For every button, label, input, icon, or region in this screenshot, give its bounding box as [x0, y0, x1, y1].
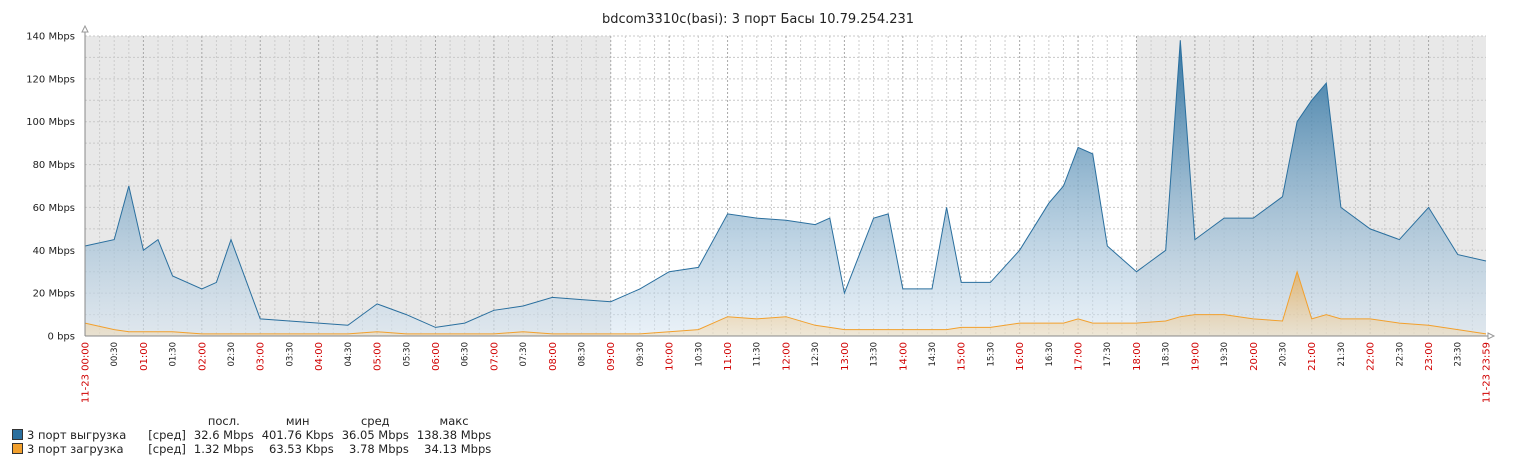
x-tick-label: 21:30: [1337, 342, 1347, 367]
legend-header-max: макс: [439, 414, 469, 428]
x-tick-label: 20:00: [1249, 342, 1260, 371]
legend-min: 401.76 Kbps: [261, 428, 334, 442]
x-tick-label: 19:30: [1220, 342, 1230, 367]
series: [84, 40, 1487, 337]
legend-header-row: посл. мин сред макс: [8, 414, 495, 428]
x-tick-label: 14:00: [898, 342, 909, 371]
x-tick-label: 17:30: [1103, 342, 1113, 367]
legend-series-name: 3 порт выгрузка: [27, 428, 127, 442]
x-tick-label: 18:00: [1132, 342, 1143, 371]
y-tick-label: 20 Mbps: [33, 289, 75, 300]
legend-avg: 3.78 Mbps: [349, 442, 409, 456]
x-tick-label: 03:00: [256, 342, 267, 371]
chart-title: bdcom3310c(basi): 3 порт Басы 10.79.254.…: [602, 12, 914, 27]
x-tick-label: 05:00: [373, 342, 384, 371]
x-axis-arrow: [1487, 332, 1496, 340]
x-tick-label: 10:00: [665, 342, 676, 371]
y-axis-ticks: 0 bps 20 Mbps 40 Mbps 60 Mbps 80 Mbps 100 Mbp…: [26, 32, 75, 343]
y-tick-label: 140 Mbps: [26, 32, 75, 43]
legend-last: 1.32 Mbps: [193, 442, 254, 456]
x-tick-label: 04:00: [314, 342, 325, 371]
series-line: [84, 269, 1487, 335]
legend-row-upload: 3 порт выгрузка [сред] 32.6 Mbps 401.76 …: [8, 428, 495, 442]
legend-func: [сред]: [148, 442, 186, 456]
x-tick-label: 12:00: [781, 342, 792, 371]
x-tick-label: 05:30: [402, 342, 412, 367]
x-tick-label: 08:30: [578, 342, 588, 367]
x-tick-label: 10:30: [694, 342, 704, 367]
x-tick-label: 23:30: [1454, 342, 1464, 367]
legend: посл. мин сред макс 3 порт выгрузка [сре…: [8, 414, 495, 456]
x-tick-label: 08:00: [548, 342, 559, 371]
y-tick-label: 100 Mbps: [26, 117, 75, 128]
legend-last: 32.6 Mbps: [193, 428, 254, 442]
x-tick-label: 22:00: [1366, 342, 1377, 371]
legend-max: 138.38 Mbps: [416, 428, 492, 442]
x-tick-label: 23:00: [1424, 342, 1435, 371]
x-tick-label-end: 11-23 23:59: [1482, 342, 1493, 403]
x-tick-label-start: 11-23 00:00: [81, 342, 92, 403]
legend-swatch-download: [12, 443, 23, 454]
x-tick-label: 21:00: [1307, 342, 1318, 371]
legend-header-min: мин: [285, 414, 310, 428]
legend-header-avg: сред: [360, 414, 390, 428]
y-tick-label: 120 Mbps: [26, 74, 75, 85]
x-tick-label: 07:30: [519, 342, 529, 367]
x-tick-label: 15:00: [957, 342, 968, 371]
x-tick-label: 01:00: [139, 342, 150, 371]
x-tick-label: 16:30: [1045, 342, 1055, 367]
x-tick-label: 00:30: [110, 342, 120, 367]
y-tick-label: 60 Mbps: [33, 203, 75, 214]
x-tick-label: 06:00: [431, 342, 442, 371]
x-tick-label: 22:30: [1395, 342, 1405, 367]
x-tick-label: 09:30: [636, 342, 646, 367]
x-tick-label: 11:00: [723, 342, 734, 371]
legend-series-name: 3 порт загрузка: [27, 442, 124, 456]
legend-header-last: посл.: [207, 414, 240, 428]
series-area: [85, 271, 1486, 336]
x-tick-label: 14:30: [928, 342, 938, 367]
x-tick-label: 15:30: [986, 342, 996, 367]
legend-min: 63.53 Kbps: [269, 442, 334, 456]
x-tick-label: 07:00: [489, 342, 500, 371]
x-tick-label: 13:00: [840, 342, 851, 371]
x-tick-label: 13:30: [870, 342, 880, 367]
x-tick-label: 03:30: [285, 342, 295, 367]
traffic-chart: bdcom3310c(basi): 3 порт Басы 10.79.254.…: [26, 12, 1496, 403]
x-tick-label: 19:00: [1190, 342, 1201, 371]
x-tick-label: 01:30: [169, 342, 179, 367]
x-tick-label: 18:30: [1162, 342, 1172, 367]
y-axis-arrow: [81, 24, 89, 33]
x-tick-label: 02:30: [227, 342, 237, 367]
legend-avg: 36.05 Mbps: [341, 428, 409, 442]
x-tick-label: 16:00: [1015, 342, 1026, 371]
legend-func: [сред]: [148, 428, 186, 442]
x-tick-label: 20:30: [1278, 342, 1288, 367]
x-axis-ticks: 11-23 00:00 00:30 01:00 01:30 02:00 02:30 03:0…: [81, 342, 1493, 403]
legend-max: 34.13 Mbps: [424, 442, 492, 456]
y-tick-label: 80 Mbps: [33, 160, 75, 171]
x-tick-label: 17:00: [1074, 342, 1085, 371]
y-tick-label: 40 Mbps: [33, 246, 75, 257]
x-tick-label: 04:30: [344, 342, 354, 367]
series-area: [85, 40, 1486, 337]
legend-swatch-upload: [12, 429, 23, 440]
x-tick-label: 12:30: [811, 342, 821, 367]
x-tick-label: 09:00: [606, 342, 617, 371]
legend-row-download: 3 порт загрузка [сред] 1.32 Mbps 63.53 K…: [8, 442, 495, 456]
y-tick-label: 0 bps: [48, 332, 75, 343]
x-tick-label: 02:00: [197, 342, 208, 371]
x-tick-label: 06:30: [461, 342, 471, 367]
series-line: [84, 40, 1487, 328]
x-tick-label: 11:30: [753, 342, 763, 367]
axes: [81, 24, 1496, 340]
